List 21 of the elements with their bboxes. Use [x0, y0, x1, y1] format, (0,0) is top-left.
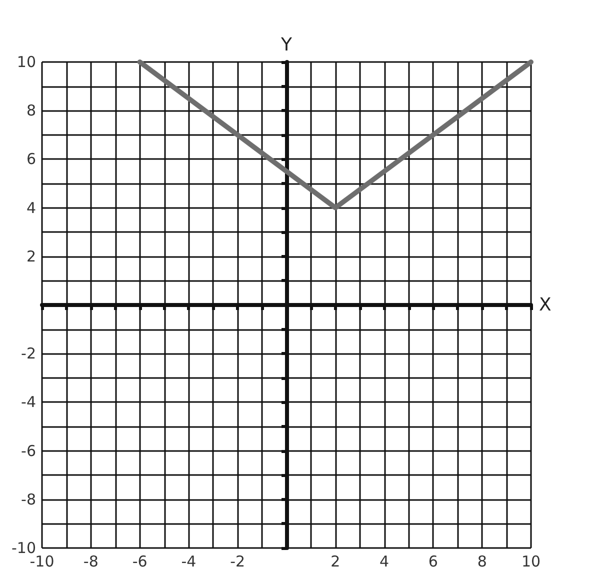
x-axis-title: X — [539, 294, 552, 316]
x-tick-label: 2 — [330, 552, 340, 570]
x-tick-label: -8 — [83, 552, 98, 570]
x-tick-label: 6 — [428, 552, 438, 570]
y-tick-label: -8 — [21, 490, 36, 508]
x-tick-label: -4 — [181, 552, 196, 570]
y-tick-label: 8 — [26, 102, 36, 120]
x-tick-label: -2 — [230, 552, 246, 570]
y-tick-label: 2 — [26, 247, 36, 266]
y-tick-label: -10 — [12, 539, 36, 557]
y-tick-label: -2 — [21, 344, 36, 363]
x-tick-label: 10 — [521, 552, 541, 570]
y-tick-label: 6 — [26, 150, 36, 168]
y-tick-label: 4 — [26, 198, 36, 217]
y-tick-label: 10 — [16, 53, 36, 71]
x-tick-label: 8 — [477, 552, 487, 570]
y-tick-label: -4 — [21, 393, 36, 412]
y-tick-label: -6 — [21, 442, 36, 460]
x-tick-label: 4 — [380, 552, 390, 570]
y-axis-title: Y — [280, 34, 293, 56]
x-tick-label: -6 — [132, 552, 148, 570]
